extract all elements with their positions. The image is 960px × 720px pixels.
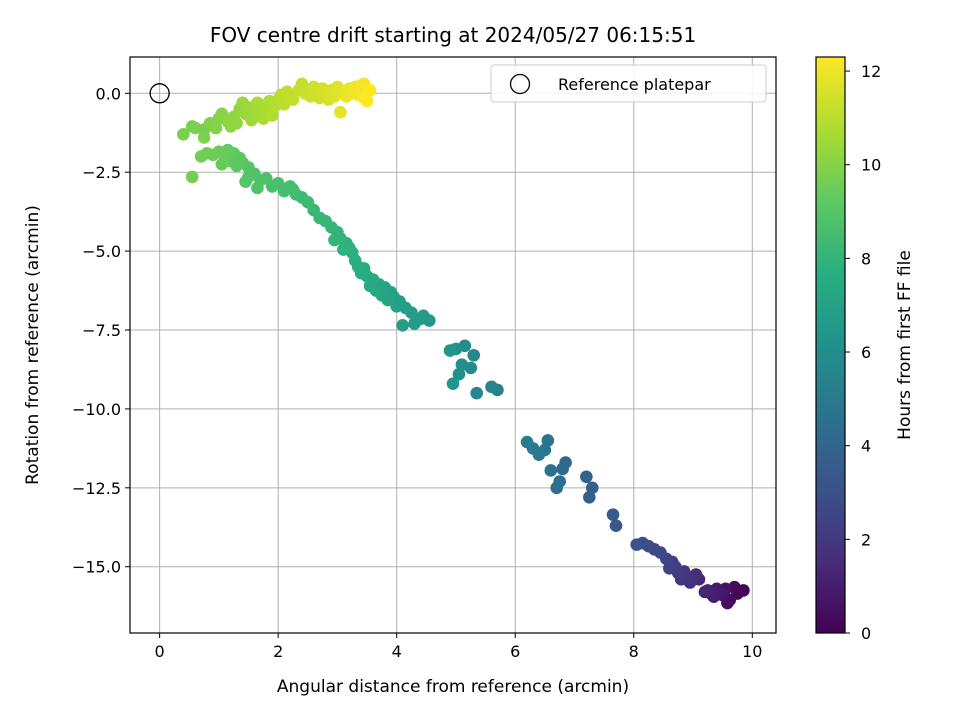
- data-point: [606, 508, 620, 521]
- data-point: [470, 386, 484, 400]
- data-point: [265, 109, 279, 122]
- colorbar-tick-label: 10: [861, 156, 881, 175]
- data-point: [580, 470, 593, 484]
- data-point: [209, 121, 223, 135]
- colorbar-tick-label: 12: [861, 62, 881, 81]
- data-point: [334, 105, 347, 119]
- x-tick-label: 0: [155, 642, 165, 661]
- data-point: [541, 434, 555, 447]
- data-point: [467, 348, 481, 362]
- colorbar-tick-label: 4: [861, 437, 871, 456]
- data-point: [408, 317, 421, 330]
- data-point: [197, 131, 211, 144]
- x-axis-ticks: 0 2 4 6 8 10: [155, 633, 762, 661]
- data-point: [556, 462, 569, 476]
- y-tick-label: −5.0: [82, 242, 121, 261]
- x-axis-title: Angular distance from reference (arcmin): [277, 677, 629, 697]
- reference-platepar-marker: [149, 83, 170, 104]
- x-tick-label: 2: [273, 642, 283, 661]
- reference-marker-layer: [149, 83, 170, 104]
- data-point: [485, 380, 498, 394]
- colorbar-tick-label: 2: [861, 530, 871, 549]
- colorbar-tick-label: 8: [861, 249, 871, 268]
- data-point: [455, 358, 469, 372]
- chart-title: FOV centre drift starting at 2024/05/27 …: [210, 23, 696, 47]
- data-point: [609, 519, 623, 532]
- data-point: [230, 116, 243, 130]
- data-point: [585, 481, 599, 495]
- x-tick-label: 4: [392, 642, 402, 661]
- data-point: [630, 538, 644, 551]
- data-point: [452, 367, 466, 381]
- x-tick-label: 6: [510, 642, 520, 661]
- x-tick-label: 10: [742, 642, 762, 661]
- y-tick-label: −12.5: [72, 479, 121, 498]
- y-tick-label: −10.0: [72, 400, 121, 419]
- y-axis-title: Rotation from reference (arcmin): [23, 205, 43, 485]
- data-point: [357, 91, 371, 105]
- data-point: [245, 113, 258, 127]
- data-point: [390, 300, 403, 313]
- grid-lines: [130, 57, 776, 633]
- data-point: [550, 481, 564, 495]
- data-point: [185, 170, 199, 184]
- data-point: [544, 464, 558, 477]
- y-axis-ticks: 0.0 −2.5 −5.0 −7.5 −10.0 −12.5 −15.0: [72, 84, 130, 577]
- data-point: [194, 150, 208, 163]
- y-tick-label: 0.0: [96, 84, 121, 103]
- data-point: [520, 435, 534, 449]
- data-point: [663, 561, 676, 575]
- data-point: [583, 490, 596, 504]
- data-point: [396, 318, 409, 332]
- colorbar-title: Hours from first FF file: [895, 250, 915, 440]
- data-point: [177, 128, 190, 141]
- data-point: [698, 585, 712, 599]
- legend-label: Reference platepar: [558, 75, 711, 94]
- data-point: [185, 120, 199, 133]
- colorbar-tick-label: 0: [861, 624, 871, 643]
- data-point: [251, 181, 264, 195]
- data-point: [337, 243, 350, 256]
- legend-box: [490, 64, 767, 103]
- x-tick-label: 8: [629, 642, 639, 661]
- y-tick-label: −7.5: [82, 321, 121, 340]
- colorbar: 0 2 4 6 8 10 12 Hours from first FF file: [815, 56, 915, 643]
- data-point: [443, 344, 457, 357]
- colorbar-tick-label: 6: [861, 343, 871, 362]
- data-point: [286, 93, 300, 106]
- y-tick-label: −15.0: [72, 558, 121, 577]
- plot-frame: [129, 56, 777, 634]
- colorbar-ticks: 0 2 4 6 8 10 12: [845, 62, 881, 643]
- data-point: [328, 233, 341, 247]
- colorbar-gradient: [815, 56, 846, 634]
- y-tick-label: −2.5: [82, 163, 121, 182]
- legend: Reference platepar: [490, 64, 767, 103]
- data-point: [215, 158, 229, 171]
- data-point: [239, 175, 252, 188]
- scatter-points: [177, 77, 750, 610]
- data-point: [446, 377, 460, 390]
- legend-marker-open-circle: [509, 73, 531, 95]
- data-point: [295, 77, 309, 91]
- data-point: [363, 279, 377, 293]
